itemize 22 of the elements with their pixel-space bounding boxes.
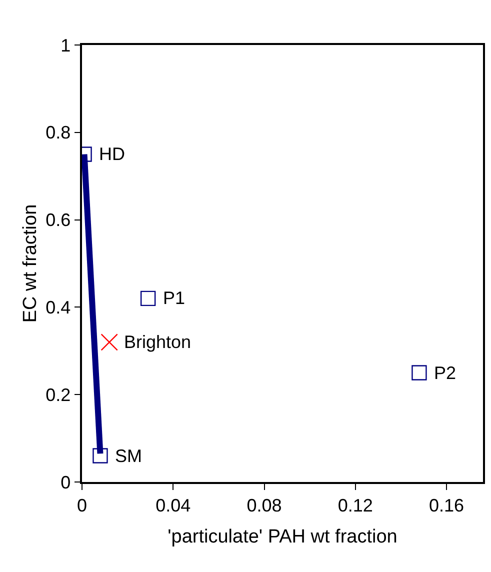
y-axis-title: EC wt fraction (20, 204, 41, 323)
annotation: Brighton (124, 332, 192, 352)
x-tick-label: 0.08 (246, 495, 282, 516)
x-tick-label: 0.04 (156, 495, 191, 516)
y-tick-label: 0.8 (46, 122, 71, 143)
point (92, 448, 108, 464)
x-tick-label: 0.12 (338, 495, 373, 516)
y-tick-label: 0 (60, 472, 71, 492)
annotation: HD (99, 144, 125, 164)
annotation: P2 (434, 363, 456, 383)
annotation: P1 (163, 288, 186, 308)
y-tick-label: 0.6 (46, 210, 71, 230)
point (412, 365, 427, 380)
point (100, 334, 118, 351)
y-tick-label: 0.4 (46, 298, 71, 318)
annotation: SM (115, 446, 142, 466)
y-tick-label: 1 (60, 35, 71, 56)
point (140, 290, 156, 306)
x-tick-label: 0.16 (429, 495, 464, 516)
x-tick-label: 0 (76, 495, 88, 516)
y-tick-label: 0.2 (46, 384, 71, 405)
x-axis-title: 'particulate' PAH wt fraction (168, 526, 398, 548)
